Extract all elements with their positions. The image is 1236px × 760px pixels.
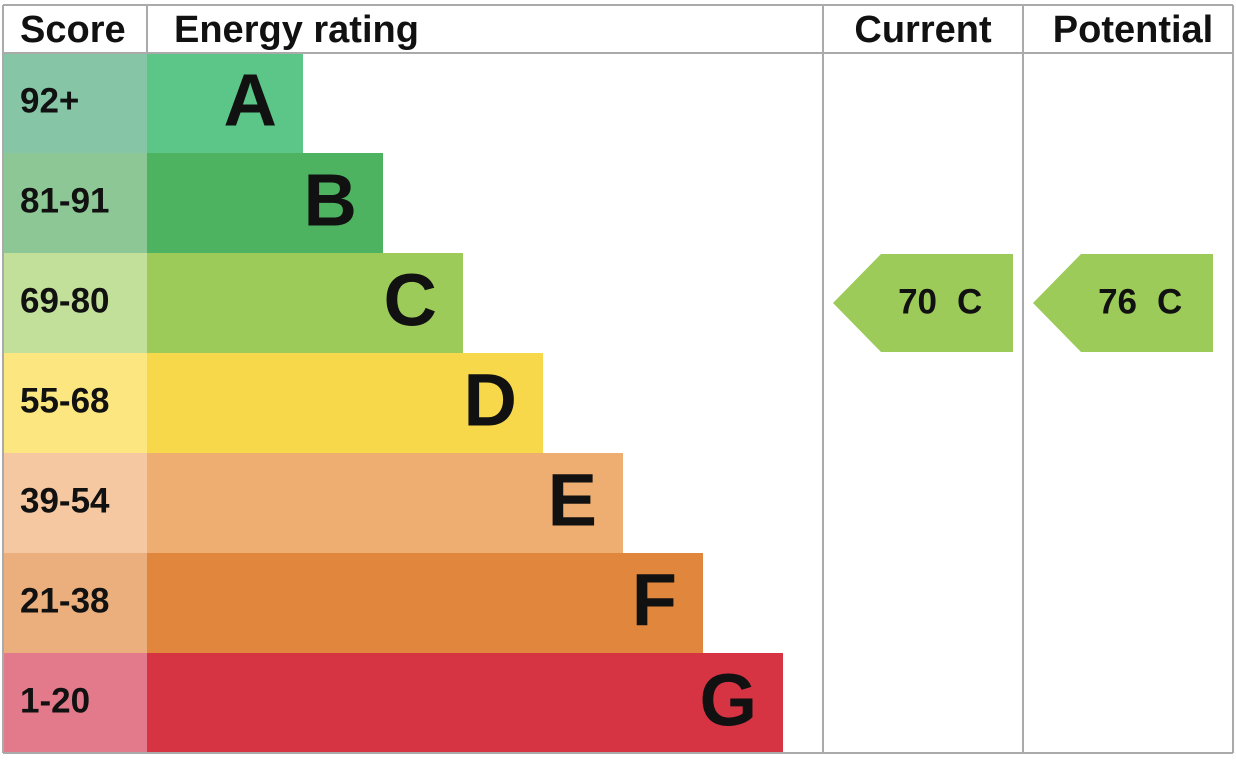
score-range: 69-80 [20,281,110,320]
rating-bar [147,153,383,253]
rating-letter: D [464,359,517,442]
score-cell [3,153,147,253]
potential-arrow [1033,254,1213,352]
rating-letter: F [632,559,677,642]
score-range: 39-54 [20,481,110,520]
score-cell [3,453,147,553]
rating-bar [147,653,783,753]
rating-bar [147,553,703,653]
rating-bar [147,53,303,153]
current-arrow [833,254,1013,352]
rating-letter: B [304,159,357,242]
score-range: 81-91 [20,181,110,220]
score-cell [3,53,147,153]
header-energy-rating: Energy rating [174,9,419,51]
score-cell [3,653,147,753]
score-cell [3,353,147,453]
score-range: 92+ [20,81,79,120]
rating-bar [147,353,543,453]
rating-letter: C [384,259,437,342]
score-range: 55-68 [20,381,110,420]
score-range: 1-20 [20,681,90,720]
score-cell [3,553,147,653]
rating-bar [147,453,623,553]
rating-letter: A [224,59,277,142]
potential-letter: C [1157,282,1182,321]
rating-letter: G [699,659,757,742]
current-letter: C [957,282,982,321]
score-cell [3,253,147,353]
rating-letter: E [548,459,597,542]
rating-bar [147,253,463,353]
header-current: Current [854,9,992,51]
potential-score: 76 [1098,282,1137,321]
header-potential: Potential [1053,9,1213,51]
header-score: Score [20,9,126,51]
current-score: 70 [898,282,937,321]
score-range: 21-38 [20,581,110,620]
